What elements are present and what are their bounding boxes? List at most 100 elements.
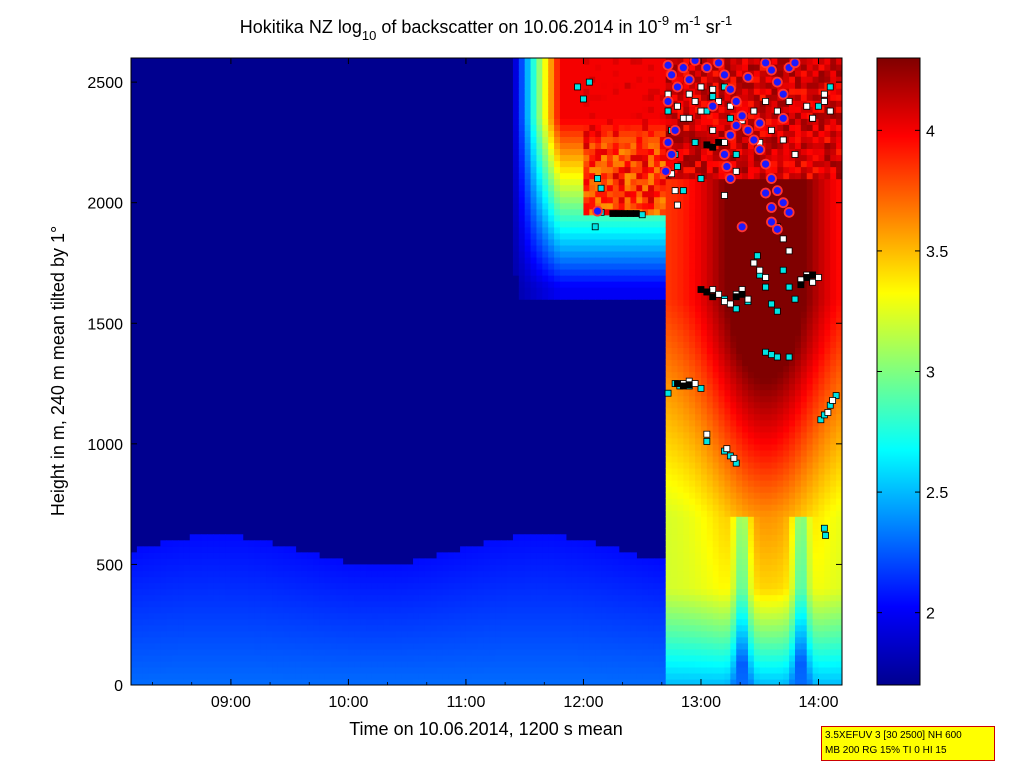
heatmap-cell [313, 570, 319, 577]
heatmap-cell [442, 625, 448, 632]
heatmap-cell [695, 552, 701, 559]
heatmap-cell [307, 649, 313, 656]
heatmap-cell [313, 667, 319, 674]
heatmap-cell [683, 293, 689, 300]
heatmap-cell [742, 359, 748, 366]
heatmap-cell [707, 209, 713, 216]
heatmap-cell [654, 293, 660, 300]
heatmap-cell [654, 607, 660, 614]
heatmap-cell [648, 269, 654, 276]
heatmap-cell [719, 649, 725, 656]
heatmap-cell [683, 504, 689, 511]
heatmap-cell [484, 583, 490, 590]
heatmap-cell [760, 450, 766, 457]
heatmap-cell [260, 558, 266, 565]
heatmap-cell [266, 643, 272, 650]
heatmap-cell [243, 625, 249, 632]
heatmap-cell [742, 64, 748, 71]
heatmap-cell [554, 203, 560, 210]
heatmap-cell [654, 167, 660, 174]
heatmap-cell [630, 643, 636, 650]
heatmap-cell [654, 136, 660, 143]
heatmap-cell [607, 197, 613, 204]
heatmap-cell [572, 601, 578, 608]
heatmap-cell [672, 613, 678, 620]
heatmap-cell [619, 558, 625, 565]
heatmap-cell [454, 576, 460, 583]
heatmap-cell [760, 420, 766, 427]
heatmap-cell [542, 576, 548, 583]
heatmap-cell [736, 88, 742, 95]
heatmap-cell [636, 136, 642, 143]
heatmap-cell [660, 245, 666, 252]
heatmap-cell [583, 667, 589, 674]
heatmap-cell [672, 209, 678, 216]
heatmap-cell [724, 94, 730, 101]
heatmap-cell [625, 70, 631, 77]
heatmap-cell [466, 564, 472, 571]
heatmap-cell [672, 359, 678, 366]
heatmap-cell [695, 154, 701, 161]
heatmap-cell [372, 643, 378, 650]
heatmap-cell [536, 82, 542, 89]
heatmap-cell [501, 589, 507, 596]
heatmap-cell [178, 540, 184, 547]
heatmap-cell [254, 631, 260, 638]
heatmap-cell [689, 191, 695, 198]
heatmap-cell [595, 552, 601, 559]
heatmap-cell [648, 589, 654, 596]
heatmap-cell [572, 595, 578, 602]
heatmap-cell [513, 154, 519, 161]
heatmap-cell [736, 552, 742, 559]
heatmap-cell [548, 167, 554, 174]
heatmap-cell [666, 462, 672, 469]
heatmap-cell [689, 414, 695, 421]
heatmap-cell [683, 106, 689, 113]
heatmap-cell [554, 570, 560, 577]
heatmap-cell [548, 227, 554, 234]
heatmap-cell [754, 378, 760, 385]
heatmap-cell [601, 88, 607, 95]
heatmap-cell [707, 468, 713, 475]
heatmap-cell [754, 390, 760, 397]
heatmap-cell [536, 637, 542, 644]
heatmap-cell [625, 269, 631, 276]
heatmap-cell [160, 619, 166, 626]
heatmap-cell [595, 643, 601, 650]
heatmap-cell [566, 631, 572, 638]
heatmap-cell [683, 576, 689, 583]
heatmap-cell [754, 522, 760, 529]
heatmap-cell [202, 546, 208, 553]
heatmap-cell [566, 118, 572, 125]
heatmap-cell [460, 576, 466, 583]
heatmap-cell [548, 209, 554, 216]
heatmap-cell [501, 631, 507, 638]
heatmap-cell [683, 570, 689, 577]
heatmap-cell [572, 94, 578, 101]
heatmap-cell [683, 534, 689, 541]
heatmap-cell [672, 341, 678, 348]
heatmap-cell [554, 191, 560, 198]
heatmap-cell [754, 456, 760, 463]
heatmap-cell [519, 191, 525, 198]
heatmap-cell [683, 323, 689, 330]
heatmap-cell [131, 625, 137, 632]
heatmap-cell [719, 209, 725, 216]
heatmap-cell [583, 191, 589, 198]
heatmap-cell [454, 625, 460, 632]
heatmap-cell [343, 655, 349, 662]
heatmap-cell [754, 637, 760, 644]
heatmap-cell [724, 468, 730, 475]
heatmap-cell [724, 595, 730, 602]
heatmap-cell [219, 625, 225, 632]
heatmap-cell [695, 474, 701, 481]
heatmap-cell [701, 468, 707, 475]
heatmap-cell [583, 619, 589, 626]
heatmap-cell [724, 462, 730, 469]
heatmap-cell [730, 191, 736, 198]
heatmap-cell [625, 251, 631, 258]
heatmap-cell [736, 534, 742, 541]
heatmap-cell [237, 631, 243, 638]
heatmap-cell [407, 625, 413, 632]
heatmap-cell [313, 631, 319, 638]
